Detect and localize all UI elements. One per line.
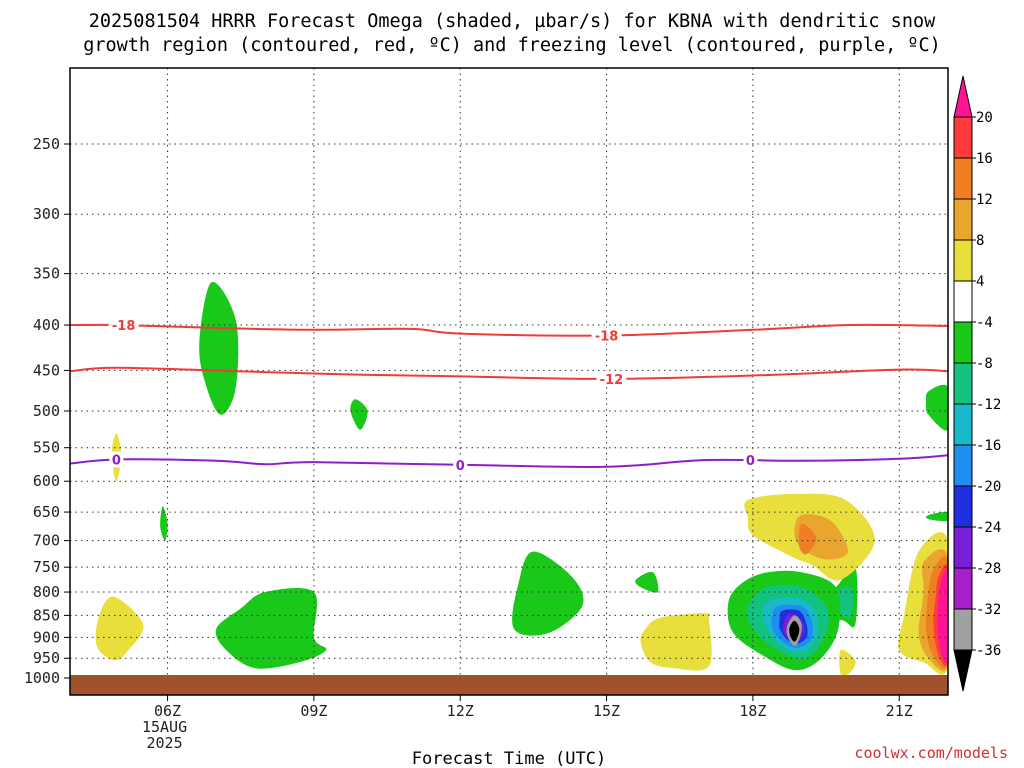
y-tick-label: 1000 [24,669,60,687]
omega-region [199,281,239,415]
contour-label-bg [109,451,124,468]
omega-region [839,649,856,676]
y-tick-label: 600 [33,472,60,490]
x-tick-label: 18Z [739,702,766,720]
x-tick-label: 21Z [886,702,913,720]
colorbar-swatch [953,116,973,159]
colorbar-label: 12 [976,192,993,208]
plot-area: -18 -18 -12 0 0 0 [69,67,949,696]
colorbar-label: 16 [976,151,993,167]
x-tick-label: 09Z [300,702,327,720]
colorbar-swatch [953,362,973,405]
site-credit: coolwx.com/models [854,744,1008,762]
colorbar-swatch [953,567,973,610]
colorbar-swatch [953,157,973,200]
y-axis: 250 300 350 400 450 500 550 600 650 700 750 800 850 9… [24,135,70,687]
omega-region [350,399,368,430]
contour-label: 0 [112,453,121,468]
omega-shading [95,281,948,676]
colorbar-swatch [953,526,973,569]
contour-label: -18 [595,329,619,344]
colorbar-swatch [953,444,973,487]
y-tick-label: 550 [33,439,60,457]
colorbar-swatch [953,198,973,241]
ground [70,675,948,695]
contour-label: -12 [600,373,624,388]
colorbar-cap-top [953,75,973,118]
dendritic-contour [70,366,948,380]
y-tick-label: 500 [33,402,60,420]
omega-region [937,570,948,664]
colorbar-label: -32 [976,602,1001,618]
omega-region [95,596,144,661]
colorbar-swatch [953,280,973,323]
y-tick-label: 250 [33,135,60,153]
contour-label: -18 [112,319,136,334]
colorbar-cap-bottom [953,649,973,692]
colorbar-label: -8 [976,356,993,372]
colorbar: 20 16 12 8 4 -4 -8 -12 -16 -20 -24 -28 -32 -36 [953,75,1001,692]
colorbar-swatch [953,403,973,446]
x-tick-label: 15Z [593,702,620,720]
contour-label-bg [596,370,627,387]
contour-label-bg [108,317,139,334]
x-axis-title: Forecast Time (UTC) [412,749,606,768]
y-tick-label: 650 [33,503,60,521]
colorbar-label: -36 [976,643,1001,659]
x-tick-sublabel: 15AUG [142,718,187,736]
chart-title: 2025081504 HRRR Forecast Omega (shaded, … [0,10,1024,58]
colorbar-label: 8 [976,233,984,249]
contour-label: 0 [746,454,755,469]
y-tick-label: 300 [33,205,60,223]
title-line-1: 2025081504 HRRR Forecast Omega (shaded, … [88,11,936,32]
contours: -18 -18 -12 0 0 0 [70,317,948,474]
omega-region [512,551,584,636]
freezing-level-contour [70,454,948,468]
omega-region [926,511,948,522]
y-tick-label: 850 [33,606,60,624]
omega-region [789,620,800,642]
y-tick-label: 800 [33,583,60,601]
contour-label: 0 [456,459,465,474]
dendritic-contour [70,323,948,337]
y-tick-label: 900 [33,628,60,646]
omega-region [160,506,168,541]
y-tick-label: 950 [33,649,60,667]
omega-region [215,587,327,669]
omega-region [640,613,712,671]
title-line-2: growth region (contoured, red, ºC) and f… [83,35,941,56]
contour-label-bg [743,452,758,469]
omega-region [925,384,948,431]
colorbar-label: -4 [976,315,993,331]
colorbar-label: -20 [976,479,1001,495]
x-tick-sublabel: 2025 [146,734,182,752]
y-tick-label: 450 [33,361,60,379]
y-tick-label: 700 [33,532,60,550]
colorbar-label: 4 [976,274,984,290]
x-tick-label: 06Z [154,702,181,720]
y-tick-label: 400 [33,316,60,334]
contour-label-bg [591,327,622,344]
colorbar-label: -24 [976,520,1001,536]
x-tick-label: 12Z [447,702,474,720]
colorbar-label: 20 [976,110,993,126]
colorbar-swatch [953,321,973,364]
plot-frame [69,67,949,696]
y-tick-label: 750 [33,558,60,576]
colorbar-label: -12 [976,397,1001,413]
colorbar-swatch [953,485,973,528]
omega-region [635,571,659,593]
colorbar-label: -16 [976,438,1001,454]
y-tick-label: 350 [33,265,60,283]
colorbar-label: -28 [976,561,1001,577]
omega-region [798,523,817,555]
colorbar-swatch [953,239,973,282]
ground-surface [70,675,948,695]
colorbar-swatch [953,608,973,651]
contour-label-bg [453,456,468,473]
